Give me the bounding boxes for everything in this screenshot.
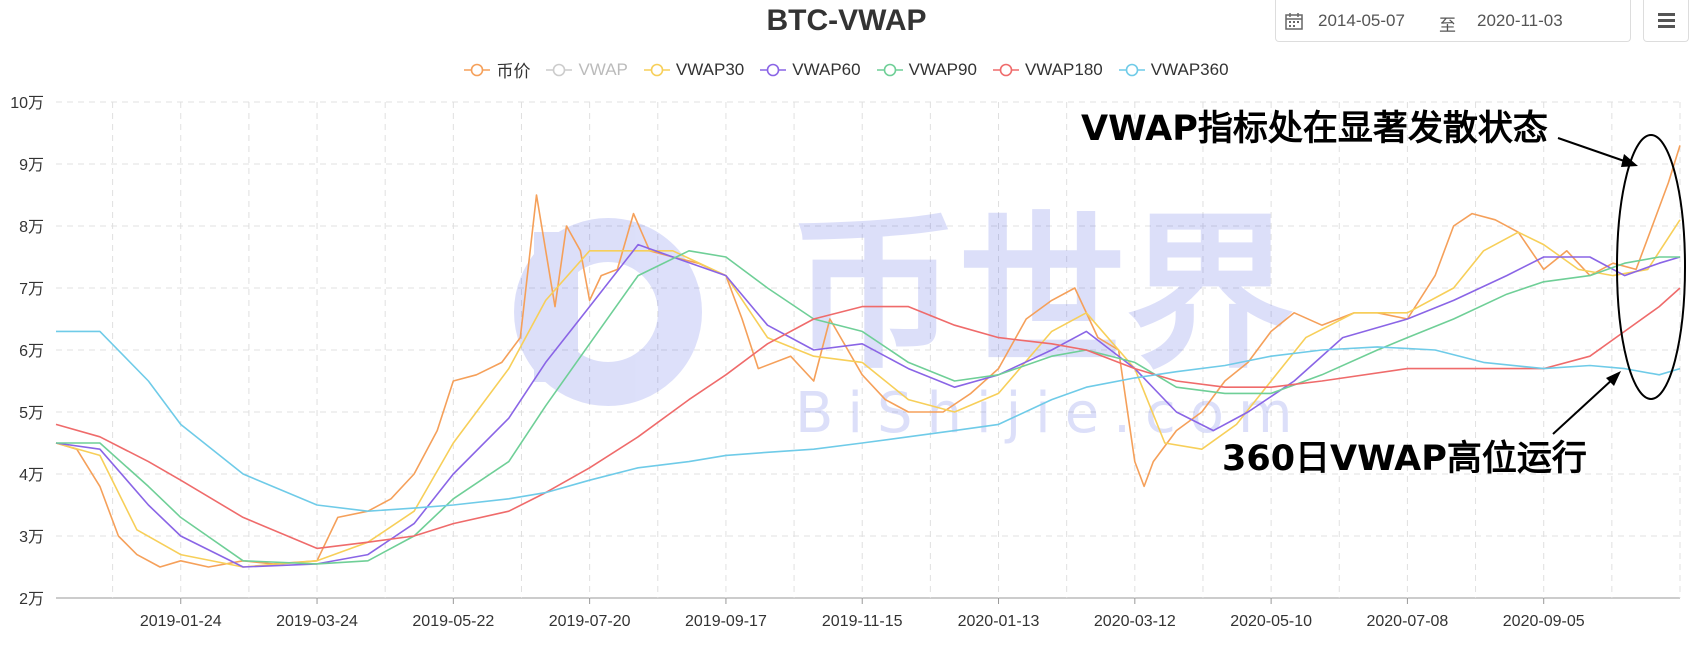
- date-range-picker[interactable]: 2014-05-07 至 2020-11-03: [1275, 0, 1631, 42]
- x-tick-label: 2019-05-22: [412, 613, 494, 630]
- menu-button[interactable]: [1643, 0, 1689, 42]
- y-tick-label: 2万: [19, 591, 44, 608]
- x-tick-label: 2020-05-10: [1230, 613, 1312, 630]
- watermark-logo-stem: [534, 232, 578, 382]
- series-line-vwap90: [56, 250, 1680, 565]
- y-tick-label: 8万: [19, 219, 44, 236]
- y-tick-label: 7万: [19, 281, 44, 298]
- legend-marker-icon: [1118, 63, 1145, 76]
- legend-label: VWAP360: [1150, 59, 1229, 79]
- legend-label: VWAP60: [792, 59, 861, 79]
- x-tick-label: 2020-09-05: [1503, 613, 1585, 630]
- legend-label: VWAP90: [908, 59, 977, 79]
- y-tick-label: 5万: [19, 405, 44, 422]
- arrow-head-lower: [1606, 371, 1621, 386]
- series-line-vwap360: [56, 330, 1681, 513]
- watermark: 币世界 BiShijie.com: [514, 196, 1294, 446]
- y-tick-label: 9万: [19, 157, 44, 174]
- x-tick-label: 2020-03-12: [1094, 613, 1176, 630]
- legend-marker-icon: [992, 63, 1019, 76]
- hamburger-icon: [1658, 25, 1675, 28]
- series-line-vwap60: [55, 243, 1681, 568]
- legend-marker-icon: [546, 63, 573, 76]
- legend-item-price[interactable]: 币价: [464, 57, 530, 82]
- annotation-arrow-lower: [1552, 377, 1615, 435]
- legend-item-vwap60[interactable]: VWAP60: [760, 59, 861, 80]
- date-to-input[interactable]: 2020-11-03: [1477, 11, 1563, 30]
- series-line-vwap30: [55, 219, 1681, 568]
- legend-marker-icon: [643, 63, 670, 76]
- highlight-ellipse: [1616, 134, 1686, 400]
- x-tick-label: 2020-07-08: [1366, 613, 1448, 630]
- legend-marker-icon: [876, 63, 903, 76]
- x-tick-label: 2019-11-15: [822, 613, 903, 630]
- annotation-arrow-upper: [1557, 137, 1631, 164]
- legend-label: VWAP30: [675, 59, 745, 79]
- chart-legend: 币价 VWAP VWAP30 VWAP60 VWAP90 VWAP180 VWAP360: [0, 57, 1693, 82]
- hamburger-icon: [1658, 13, 1675, 16]
- y-tick-label: 6万: [19, 343, 44, 360]
- annotation-lower: 360日VWAP高位运行: [1222, 439, 1587, 479]
- hamburger-icon: [1658, 19, 1675, 22]
- legend-label: VWAP180: [1024, 59, 1103, 79]
- legend-item-vwap[interactable]: VWAP: [546, 59, 628, 80]
- chart-title: BTC-VWAP: [766, 4, 927, 37]
- legend-label: VWAP: [578, 59, 628, 79]
- legend-item-vwap180[interactable]: VWAP180: [992, 59, 1103, 80]
- legend-label: 币价: [496, 62, 531, 81]
- legend-marker-icon: [760, 63, 787, 76]
- series-line-vwap180: [55, 287, 1681, 550]
- y-tick-label: 4万: [19, 467, 44, 484]
- legend-item-vwap360[interactable]: VWAP360: [1118, 59, 1229, 80]
- legend-item-vwap90[interactable]: VWAP90: [876, 59, 977, 80]
- chart-axes: 2万 3万 4万 5万 6万 7万 8万 9万 10万 2019-01-24 2019-03-24 2…: [10, 95, 1585, 630]
- calendar-icon: [1285, 13, 1303, 30]
- x-tick-label: 2019-09-17: [685, 613, 767, 630]
- series-line-price: [55, 145, 1681, 568]
- watermark-brand: 币世界: [790, 196, 1294, 392]
- legend-marker-icon: [464, 63, 491, 76]
- watermark-logo-icon: [514, 218, 702, 406]
- y-tick-label: 10万: [10, 95, 44, 112]
- annotation-upper: VWAP指标处在显著发散状态: [1081, 109, 1548, 149]
- annotation-shapes: [1552, 134, 1686, 435]
- legend-item-vwap30[interactable]: VWAP30: [643, 59, 745, 80]
- date-separator: 至: [1439, 16, 1456, 35]
- x-tick-label: 2019-07-20: [549, 613, 631, 630]
- y-tick-label: 3万: [19, 529, 44, 546]
- date-from-input[interactable]: 2014-05-07: [1318, 11, 1405, 30]
- x-tick-label: 2019-01-24: [140, 613, 222, 630]
- chart-lines: [55, 145, 1681, 568]
- chart-grid: [56, 101, 1681, 599]
- arrow-head-upper: [1621, 154, 1638, 167]
- x-tick-label: 2019-03-24: [276, 613, 358, 630]
- x-tick-label: 2020-01-13: [958, 613, 1040, 630]
